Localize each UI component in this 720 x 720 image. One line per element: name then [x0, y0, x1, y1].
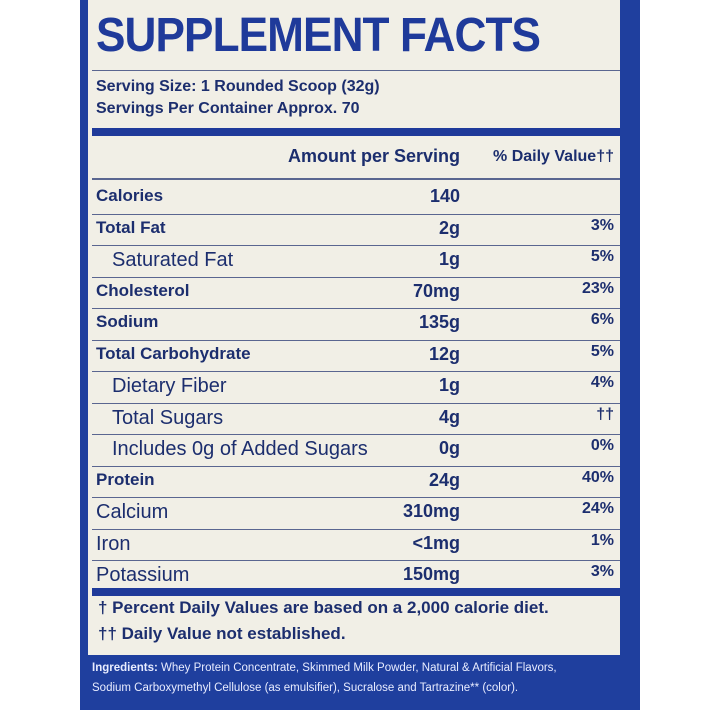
daily-value: 23%	[581, 279, 614, 297]
amount: 70mg	[412, 280, 460, 301]
nutrient-name: Total Carbohydrate	[96, 343, 251, 363]
nutrient-name: Dietary Fiber	[112, 375, 227, 397]
nutrient-name: Total Sugars	[112, 406, 224, 429]
amount: 135g	[418, 312, 460, 332]
daily-value: 3%	[590, 563, 614, 580]
daily-value: 24%	[581, 500, 614, 517]
daily-value: 40%	[581, 468, 614, 486]
amount: 4g	[438, 406, 460, 427]
nutrient-name: Potassium	[96, 564, 190, 586]
amount: 24g	[428, 469, 460, 490]
amount: 2g	[438, 217, 460, 238]
nutrient-name: Iron	[96, 532, 131, 555]
facts-panel: SUPPLEMENT FACTS Serving Size: 1 Rounded…	[88, 0, 620, 655]
rule	[92, 560, 620, 561]
column-header: Amount per Serving	[287, 146, 460, 166]
rule	[92, 339, 620, 341]
nutrient-name: Protein	[96, 469, 155, 489]
nutrient-name: Calories	[96, 186, 164, 205]
rule	[92, 497, 620, 498]
daily-value: 4%	[590, 374, 614, 391]
daily-value: 3%	[590, 216, 614, 234]
rule	[92, 465, 620, 467]
daily-value: 0%	[590, 437, 614, 454]
ingredients-label: Ingredients:	[92, 662, 158, 674]
amount: 310mg	[402, 501, 460, 521]
thick-rule	[92, 128, 620, 136]
nutrient-name: Total Fat	[96, 217, 166, 237]
nutrient-name: Cholesterol	[96, 280, 190, 300]
rule	[92, 371, 620, 372]
rule	[92, 245, 620, 246]
daily-value: 5%	[590, 248, 614, 265]
servings-per-container: Servings Per Container Approx. 70	[96, 100, 360, 117]
amount: 0g	[438, 438, 460, 458]
daily-value: ††	[596, 405, 614, 423]
nutrient-name: Sodium	[96, 312, 159, 331]
footnote: † Percent Daily Values are based on a 2,…	[98, 598, 549, 617]
nutrient-name: Calcium	[96, 501, 169, 523]
ingredients-line: Sodium Carboxymethyl Cellulose (as emuls…	[92, 682, 519, 694]
amount: 140	[429, 186, 460, 206]
ingredients: Ingredients: Whey Protein Concentrate, S…	[92, 658, 557, 698]
rule	[92, 308, 620, 309]
daily-value: 6%	[590, 311, 614, 328]
amount: 12g	[428, 343, 460, 364]
serving-size: Serving Size: 1 Rounded Scoop (32g)	[96, 78, 380, 95]
rule	[92, 528, 620, 530]
nutrient-name: Includes 0g of Added Sugars	[112, 438, 368, 460]
amount: 1g	[438, 375, 460, 395]
nutrient-name: Saturated Fat	[112, 249, 234, 271]
title: SUPPLEMENT FACTS	[96, 9, 541, 62]
daily-value: 5%	[590, 342, 614, 360]
amount: 150mg	[402, 564, 460, 584]
column-header: % Daily Value††	[493, 148, 614, 165]
rule	[92, 178, 620, 180]
amount: <1mg	[412, 532, 460, 553]
rule	[92, 213, 620, 215]
rule	[92, 276, 620, 278]
rule	[92, 70, 620, 71]
thick-rule	[92, 588, 620, 596]
footnote: †† Daily Value not established.	[98, 624, 346, 643]
rule	[92, 402, 620, 404]
amount: 1g	[438, 249, 460, 269]
rule	[92, 434, 620, 435]
ingredients-text: Whey Protein Concentrate, Skimmed Milk P…	[157, 662, 557, 674]
ingredients-line: Ingredients: Whey Protein Concentrate, S…	[92, 658, 557, 678]
daily-value: 1%	[590, 531, 614, 549]
